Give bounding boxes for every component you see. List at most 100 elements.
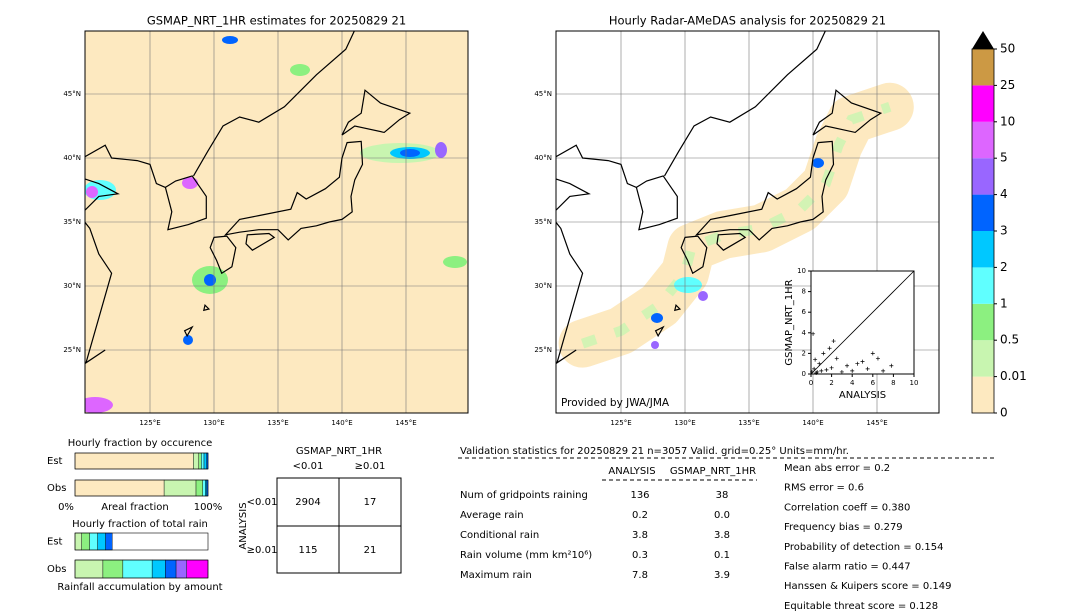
colorbar-label: 25 bbox=[1000, 78, 1015, 92]
fraction-segment bbox=[81, 532, 90, 551]
y-tick-label: 4 bbox=[802, 329, 807, 337]
map-frame bbox=[84, 30, 469, 414]
lat-label: 40°N bbox=[534, 154, 552, 162]
point bbox=[889, 363, 894, 368]
bar-frame bbox=[74, 559, 209, 579]
map-title: GSMAP_NRT_1HR estimates for 20250829 21 bbox=[147, 14, 406, 28]
coastline bbox=[192, 31, 355, 177]
lat-label: 35°N bbox=[534, 218, 552, 226]
point bbox=[813, 357, 818, 362]
lat-label: 40°N bbox=[63, 154, 81, 162]
row-header: ≥0.01 bbox=[247, 545, 278, 556]
row-label: Est bbox=[47, 456, 63, 467]
fraction-segment bbox=[89, 532, 98, 551]
col-header: GSMAP_NRT_1HR bbox=[670, 466, 756, 477]
point bbox=[831, 339, 836, 344]
rain-area bbox=[443, 256, 467, 268]
stat-value: 0.1 bbox=[714, 550, 730, 561]
stats-header: Validation statistics for 20250829 21 n=… bbox=[460, 446, 849, 457]
rain-area bbox=[812, 158, 824, 168]
stat-value: 3.8 bbox=[632, 530, 648, 541]
rain-area bbox=[204, 274, 216, 286]
point bbox=[839, 369, 844, 374]
point bbox=[850, 368, 855, 373]
stat-value: 3.8 bbox=[714, 530, 730, 541]
point bbox=[827, 346, 832, 351]
colorbar-box bbox=[972, 376, 994, 413]
lon-label: 125°E bbox=[139, 419, 160, 427]
x-axis-label: ANALYSIS bbox=[839, 390, 886, 401]
map-title: Hourly Radar-AMeDAS analysis for 2025082… bbox=[609, 14, 886, 28]
cell: 21 bbox=[364, 545, 377, 556]
colorbar-box bbox=[972, 158, 994, 195]
table-title: GSMAP_NRT_1HR bbox=[296, 446, 382, 457]
lon-label: 135°E bbox=[267, 419, 288, 427]
x-tick-label: 10 bbox=[910, 379, 919, 387]
map-body bbox=[556, 31, 939, 413]
map-body bbox=[85, 31, 468, 413]
row-label: Maximum rain bbox=[460, 570, 532, 581]
fraction-segment bbox=[203, 452, 207, 470]
coastline bbox=[202, 304, 211, 312]
x-tick-label: 4 bbox=[850, 379, 855, 387]
coastline bbox=[245, 232, 276, 251]
point bbox=[870, 351, 875, 356]
rain-area bbox=[290, 64, 310, 76]
colorbar-label: 0.01 bbox=[1000, 369, 1027, 383]
x-tick-label: 0 bbox=[809, 379, 813, 387]
point bbox=[845, 363, 850, 368]
score: Correlation coeff = 0.380 bbox=[784, 502, 910, 513]
y-axis-label: GSMAP_NRT_1HR bbox=[784, 279, 795, 365]
point bbox=[829, 365, 834, 370]
row-header: <0.01 bbox=[247, 497, 278, 508]
fraction-segment bbox=[201, 452, 205, 470]
colorbar-box bbox=[972, 49, 994, 86]
row-label: Est bbox=[47, 537, 63, 548]
bar-frame bbox=[74, 452, 209, 470]
lon-label: 135°E bbox=[738, 419, 759, 427]
bar-frame bbox=[74, 532, 209, 551]
axis-label: 100% bbox=[194, 502, 223, 513]
panel-title: Hourly fraction by occurence bbox=[68, 438, 212, 449]
lon-label: 130°E bbox=[203, 419, 224, 427]
coastline bbox=[223, 140, 364, 241]
score: Mean abs error = 0.2 bbox=[784, 463, 890, 474]
stat-value: 136 bbox=[630, 490, 649, 501]
rain-area bbox=[86, 186, 98, 198]
coastline bbox=[673, 304, 682, 312]
panel-title: Rainfall accumulation by amount bbox=[57, 582, 222, 593]
colorbar-label: 5 bbox=[1000, 151, 1008, 165]
y-tick-label: 8 bbox=[802, 288, 806, 296]
coastline bbox=[209, 235, 237, 275]
cell: 17 bbox=[364, 497, 377, 508]
fraction-segment bbox=[74, 532, 82, 551]
rain-area bbox=[435, 142, 447, 158]
fraction-segment bbox=[195, 479, 203, 497]
stat-value: 0.0 bbox=[714, 510, 730, 521]
col-header: ANALYSIS bbox=[608, 466, 655, 477]
point bbox=[881, 368, 886, 373]
fraction-segment bbox=[165, 559, 177, 579]
coastline bbox=[716, 232, 747, 251]
colorbar-box bbox=[972, 267, 994, 304]
score: False alarm ratio = 0.447 bbox=[784, 562, 911, 573]
lon-label: 145°E bbox=[395, 419, 416, 427]
fraction-segment bbox=[175, 559, 187, 579]
point bbox=[811, 331, 816, 336]
score: Probability of detection = 0.154 bbox=[784, 542, 943, 553]
coastline bbox=[680, 235, 708, 275]
lat-label: 25°N bbox=[63, 346, 81, 354]
lat-label: 35°N bbox=[63, 218, 81, 226]
lon-label: 140°E bbox=[331, 419, 352, 427]
fraction-segment bbox=[151, 559, 166, 579]
y-tick-label: 6 bbox=[802, 308, 807, 316]
row-axis: ANALYSIS bbox=[238, 502, 249, 549]
colorbar-label: 3 bbox=[1000, 224, 1008, 238]
point bbox=[875, 356, 880, 361]
coastline bbox=[341, 89, 412, 136]
rain-area bbox=[651, 341, 659, 349]
axis-label: Areal fraction bbox=[101, 502, 168, 513]
row-label: Conditional rain bbox=[460, 530, 539, 541]
point bbox=[855, 361, 860, 366]
colorbar-label: 50 bbox=[1000, 42, 1015, 56]
